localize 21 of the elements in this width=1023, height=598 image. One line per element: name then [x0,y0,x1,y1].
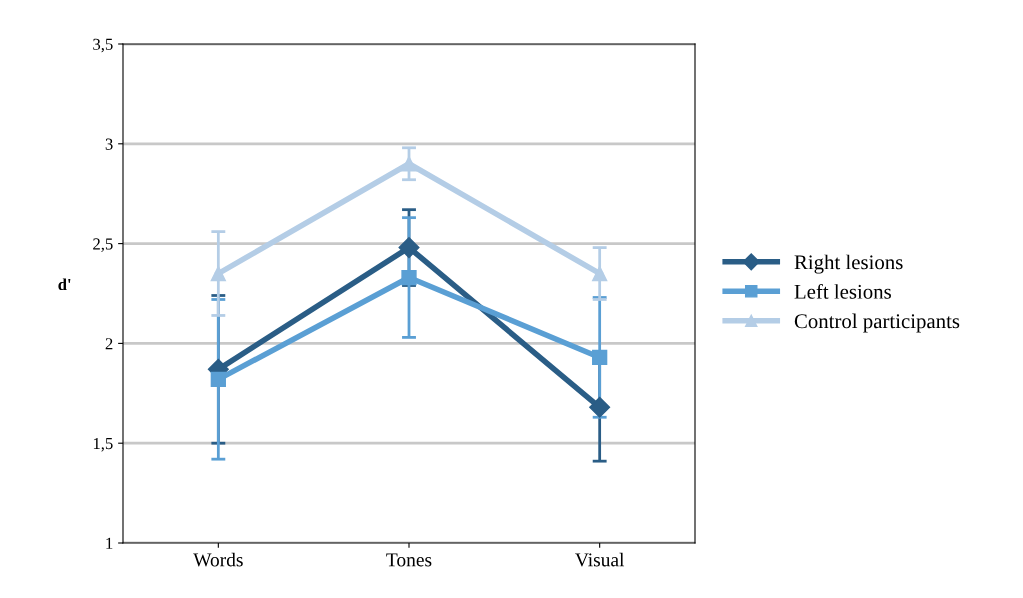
point [210,265,226,282]
y-tick-label: 3,5 [93,38,113,53]
y-tick-label: 2,5 [93,238,113,252]
point [401,269,417,286]
y-axis-title: d' [58,278,71,291]
y-tick-label: 2 [105,338,113,350]
point [592,349,608,366]
y-tick-label: 3 [105,138,113,150]
point [210,371,226,387]
point [398,237,420,259]
legend-label: Control participants [794,313,960,333]
y-tick-label: 1,5 [93,437,113,452]
point [589,396,611,418]
x-tick-label: Tones [386,553,432,567]
point [592,265,608,282]
legend-label: Left lesions [794,283,891,299]
x-tick-label: Words [193,552,243,567]
legend-label: Right lesions [794,254,903,274]
point [401,156,417,172]
y-tick-label: 1 [106,537,113,549]
x-tick-label: Visual [575,552,625,567]
